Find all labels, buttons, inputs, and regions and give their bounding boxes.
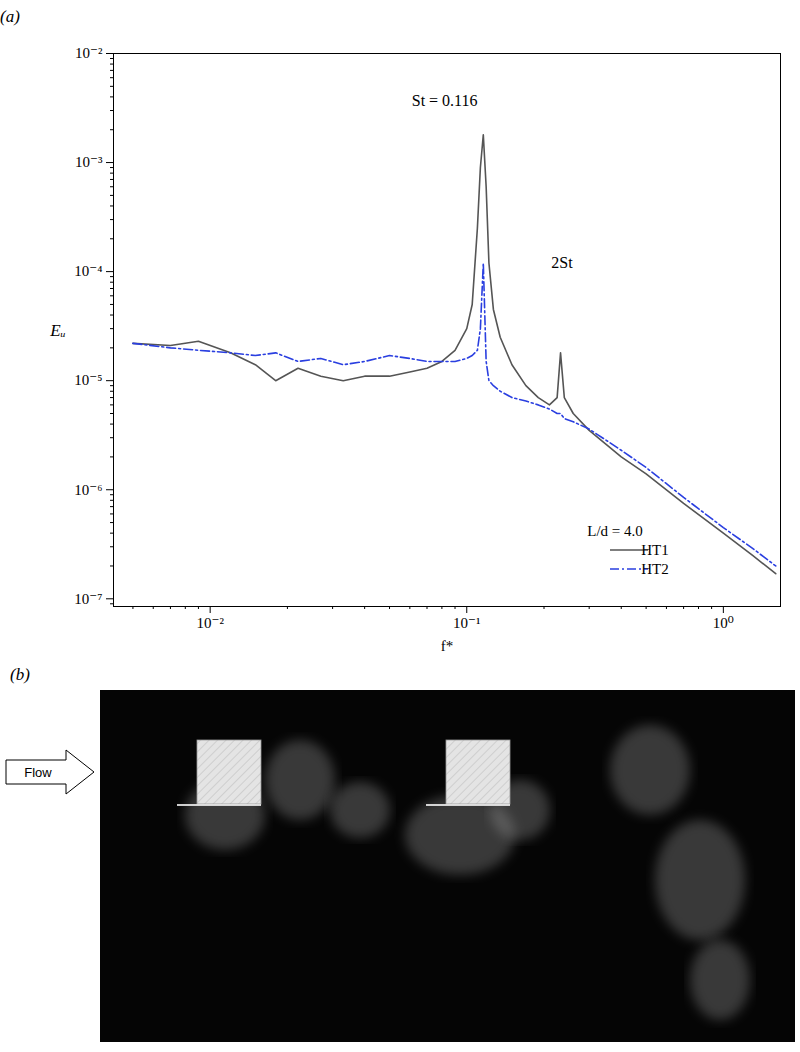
svg-text:f*: f*	[441, 638, 454, 654]
svg-text:2St: 2St	[551, 254, 573, 271]
svg-text:10⁻³: 10⁻³	[75, 154, 103, 170]
svg-text:10⁻⁵: 10⁻⁵	[74, 372, 102, 388]
svg-text:Flow: Flow	[24, 765, 52, 780]
svg-text:10⁻¹: 10⁻¹	[453, 615, 480, 631]
svg-text:10⁻²: 10⁻²	[196, 615, 224, 631]
svg-text:(b): (b)	[10, 665, 30, 684]
svg-text:10⁻⁶: 10⁻⁶	[74, 482, 102, 498]
svg-text:10⁻²: 10⁻²	[75, 45, 103, 61]
svg-text:L/d = 4.0: L/d = 4.0	[587, 523, 643, 539]
svg-text:10⁻⁴: 10⁻⁴	[74, 263, 102, 279]
svg-text:10⁰: 10⁰	[713, 615, 734, 631]
svg-text:10⁻⁷: 10⁻⁷	[74, 591, 102, 607]
svg-text:HT1: HT1	[641, 542, 669, 558]
svg-text:St = 0.116: St = 0.116	[412, 92, 478, 109]
svg-text:HT2: HT2	[641, 561, 669, 577]
svg-text:(a): (a)	[0, 7, 20, 26]
svg-text:Eᵤ: Eᵤ	[49, 321, 65, 340]
